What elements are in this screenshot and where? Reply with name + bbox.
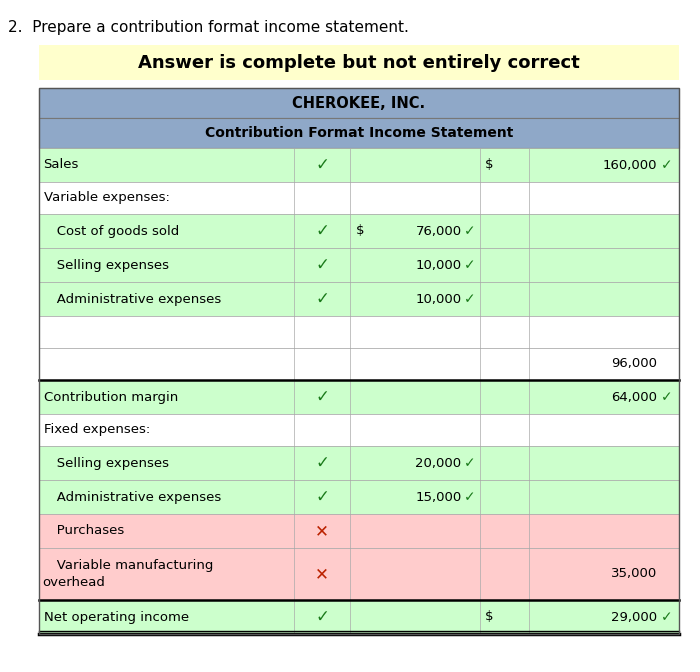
Bar xyxy=(38,214,679,248)
Bar xyxy=(38,480,679,514)
Bar xyxy=(38,282,679,316)
Bar xyxy=(38,148,679,182)
Text: $: $ xyxy=(484,159,493,171)
Text: Selling expenses: Selling expenses xyxy=(43,456,169,470)
Text: ✓: ✓ xyxy=(662,610,673,624)
Bar xyxy=(38,446,679,480)
Text: ✓: ✓ xyxy=(315,608,329,626)
Text: ✕: ✕ xyxy=(315,565,329,583)
Text: ✕: ✕ xyxy=(315,522,329,540)
Text: ✓: ✓ xyxy=(315,256,329,274)
Text: ✓: ✓ xyxy=(315,454,329,472)
Text: 10,000: 10,000 xyxy=(415,292,461,306)
Text: $: $ xyxy=(484,610,493,624)
Text: 15,000: 15,000 xyxy=(415,491,461,503)
Bar xyxy=(38,118,679,148)
Text: Sales: Sales xyxy=(43,159,79,171)
Bar xyxy=(38,45,679,80)
Text: ✓: ✓ xyxy=(662,158,673,172)
Text: Administrative expenses: Administrative expenses xyxy=(43,292,220,306)
Bar xyxy=(38,548,679,600)
Bar xyxy=(38,348,679,380)
Text: Fixed expenses:: Fixed expenses: xyxy=(43,423,150,437)
Bar xyxy=(38,380,679,414)
Text: ✓: ✓ xyxy=(464,224,475,238)
Text: ✓: ✓ xyxy=(662,390,673,404)
Text: Cost of goods sold: Cost of goods sold xyxy=(43,224,178,237)
Text: ✓: ✓ xyxy=(315,222,329,240)
Bar xyxy=(38,414,679,446)
Text: ✓: ✓ xyxy=(315,290,329,308)
Text: 96,000: 96,000 xyxy=(611,358,657,370)
Text: Contribution margin: Contribution margin xyxy=(43,390,178,403)
Text: Contribution Format Income Statement: Contribution Format Income Statement xyxy=(204,126,513,140)
Bar xyxy=(38,514,679,548)
Bar xyxy=(38,248,679,282)
Text: Administrative expenses: Administrative expenses xyxy=(43,491,220,503)
Text: Variable expenses:: Variable expenses: xyxy=(43,192,169,204)
Text: Selling expenses: Selling expenses xyxy=(43,259,169,271)
Text: 76,000: 76,000 xyxy=(415,224,461,237)
Bar xyxy=(38,182,679,214)
Text: 35,000: 35,000 xyxy=(610,567,657,581)
Text: ✓: ✓ xyxy=(464,258,475,272)
Text: Variable manufacturing: Variable manufacturing xyxy=(43,560,213,573)
Text: ✓: ✓ xyxy=(315,488,329,506)
Text: ✓: ✓ xyxy=(315,156,329,174)
Bar xyxy=(38,600,679,634)
Text: 10,000: 10,000 xyxy=(415,259,461,271)
Text: $: $ xyxy=(356,224,365,237)
Text: Purchases: Purchases xyxy=(43,525,124,538)
Text: ✓: ✓ xyxy=(464,490,475,504)
Text: 64,000: 64,000 xyxy=(611,390,657,403)
Text: Net operating income: Net operating income xyxy=(43,610,188,624)
Text: ✓: ✓ xyxy=(315,388,329,406)
Text: 160,000: 160,000 xyxy=(603,159,657,171)
Bar xyxy=(38,88,679,118)
Bar xyxy=(38,88,679,634)
Text: 2.  Prepare a contribution format income statement.: 2. Prepare a contribution format income … xyxy=(8,20,409,35)
Text: ✓: ✓ xyxy=(464,456,475,470)
Bar xyxy=(38,316,679,348)
Text: ✓: ✓ xyxy=(464,292,475,306)
Text: Answer is complete but not entirely correct: Answer is complete but not entirely corr… xyxy=(138,54,580,71)
Text: 29,000: 29,000 xyxy=(611,610,657,624)
Text: overhead: overhead xyxy=(43,577,106,589)
Text: CHEROKEE, INC.: CHEROKEE, INC. xyxy=(292,95,426,110)
Text: 20,000: 20,000 xyxy=(415,456,461,470)
